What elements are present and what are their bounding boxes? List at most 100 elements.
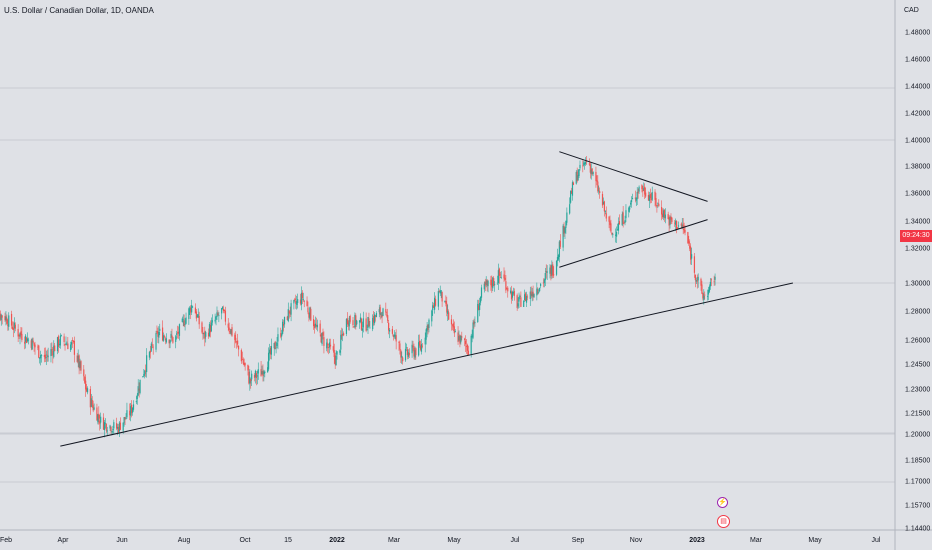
candle [77,349,79,368]
candle [207,328,210,339]
candle [38,344,40,359]
candle [216,306,218,321]
candle [424,332,426,353]
candle [255,371,257,386]
candle [691,247,693,265]
candle [658,199,660,207]
candle [91,396,93,408]
candle [531,287,533,302]
candle [197,308,199,318]
candle [630,196,633,208]
candle [352,317,354,328]
candle [556,248,559,267]
candle [310,306,312,322]
candle [105,423,107,433]
candle [618,214,620,225]
candle [155,330,157,353]
candle [602,197,605,205]
candle [328,343,330,355]
candle [571,180,574,201]
candle [70,341,72,352]
candle [185,312,187,325]
candle [328,338,331,354]
candle [329,338,332,350]
candle [366,324,368,331]
candle [67,336,69,350]
candle [506,287,508,290]
candle [100,412,102,429]
currency-label: CAD [904,7,919,14]
candle [159,323,161,336]
candle [65,336,67,346]
candle [439,285,441,296]
candle [349,314,351,324]
candle [229,328,231,335]
candle [315,317,318,330]
candle [617,217,620,235]
candle [343,331,345,337]
candle [228,322,230,335]
candle [379,304,381,320]
candle [249,369,251,391]
candle [204,326,206,347]
candle [290,299,292,322]
candle [624,215,626,226]
x-tick-label: Nov [630,537,643,544]
candle [663,208,666,222]
candle [485,276,487,288]
candle [654,189,656,207]
candle [564,226,566,239]
candle [257,362,259,380]
candle [215,315,217,326]
candle [248,365,250,385]
x-tick-label: Feb [0,537,12,544]
candle [97,413,99,425]
candle [157,327,159,344]
candle [84,376,86,384]
candle [524,291,527,302]
candle [446,296,448,317]
lightning-icon[interactable]: ⚡ [717,497,728,508]
candle [688,235,690,246]
candle [510,285,513,304]
y-tick-label: 1.24500 [905,362,930,369]
candle [149,346,151,359]
candle [340,330,342,356]
candle [224,306,227,326]
candle [202,327,204,340]
candle [431,309,433,327]
candle [348,315,350,331]
candle [282,319,284,335]
candle [483,281,485,293]
candle [261,365,263,375]
candle [549,264,551,279]
candle [623,221,625,224]
candle [72,340,75,344]
candle [437,287,439,311]
candle [555,260,558,277]
candle [306,296,308,307]
candle [470,333,472,358]
candle [31,337,33,350]
candle [336,351,338,360]
y-tick-label: 1.21500 [905,411,930,418]
candle [63,333,65,347]
candle [251,370,253,386]
candle [421,343,424,349]
candle [24,336,26,350]
candle [169,339,171,349]
candle [319,320,321,337]
candle [440,290,442,299]
candle [454,329,456,333]
candle [474,316,476,327]
x-tick-label: May [447,537,461,544]
candle [589,162,591,179]
candle [374,314,377,322]
candle [538,288,540,295]
us-flag-icon[interactable]: ▤ [717,515,730,528]
candle [235,331,237,344]
candle [516,293,518,311]
y-tick-label: 1.44000 [905,84,930,91]
